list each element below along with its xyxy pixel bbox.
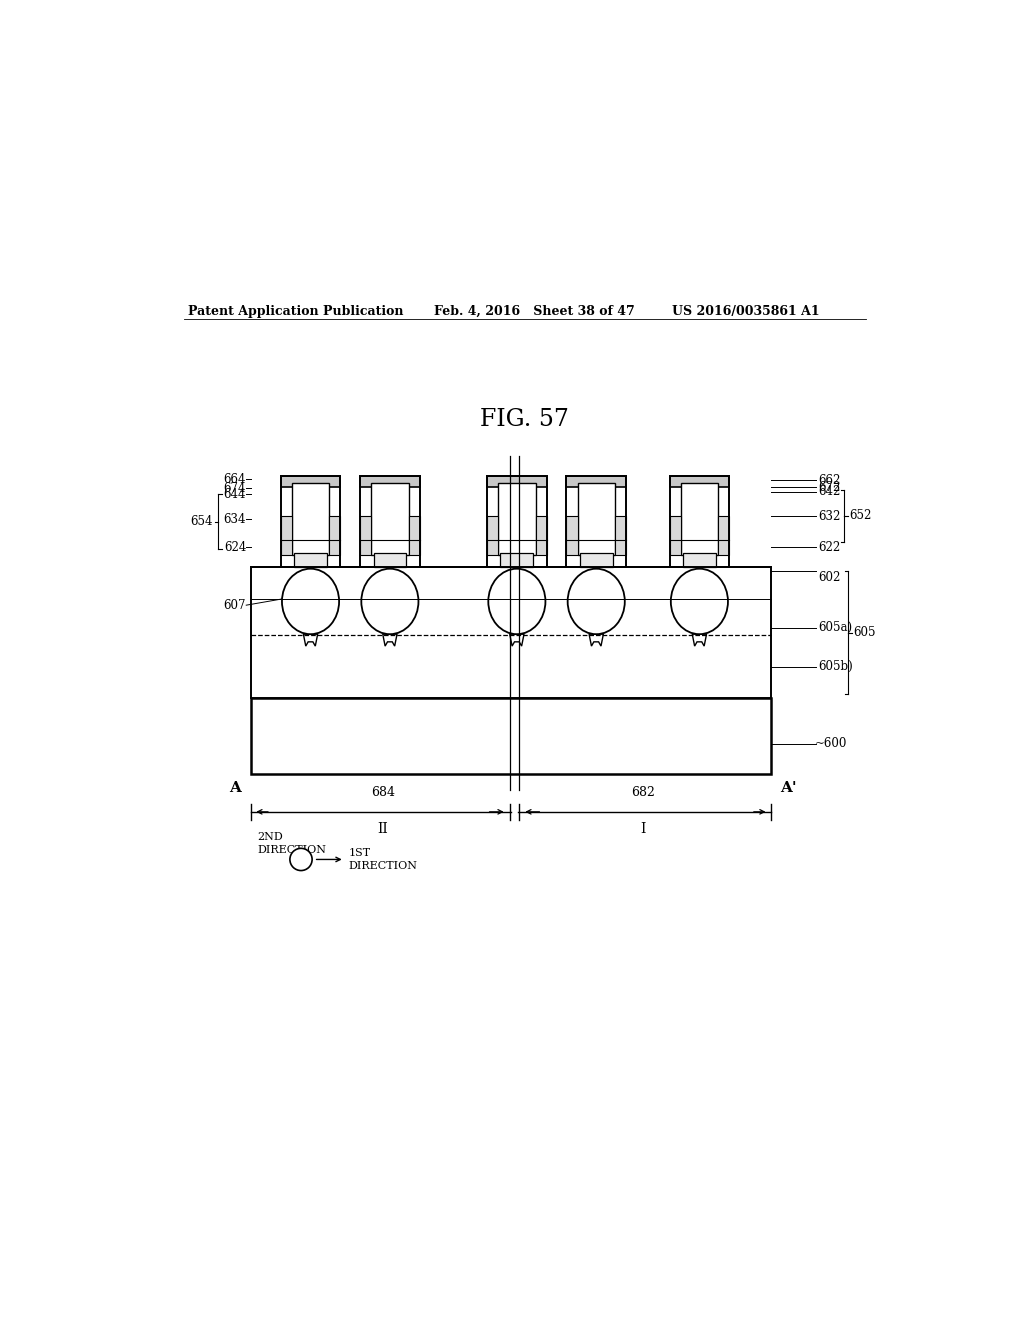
Bar bbox=[294, 553, 327, 568]
Text: 652: 652 bbox=[849, 510, 871, 523]
Text: DIRECTION: DIRECTION bbox=[257, 845, 327, 855]
Text: 605: 605 bbox=[853, 627, 876, 639]
Bar bbox=[578, 483, 614, 554]
Bar bbox=[487, 516, 499, 554]
Polygon shape bbox=[692, 634, 707, 645]
Text: Feb. 4, 2016   Sheet 38 of 47: Feb. 4, 2016 Sheet 38 of 47 bbox=[433, 305, 634, 318]
Text: 624: 624 bbox=[224, 541, 246, 554]
Bar bbox=[683, 553, 716, 568]
Text: 607: 607 bbox=[224, 599, 246, 611]
Bar bbox=[281, 477, 340, 487]
Text: 682: 682 bbox=[631, 787, 654, 799]
Bar bbox=[360, 477, 420, 568]
Text: 684: 684 bbox=[371, 787, 394, 799]
Text: 634: 634 bbox=[224, 512, 246, 525]
Text: US 2016/0035861 A1: US 2016/0035861 A1 bbox=[672, 305, 819, 318]
Text: 622: 622 bbox=[818, 541, 841, 554]
Ellipse shape bbox=[671, 569, 728, 634]
Bar bbox=[501, 553, 534, 568]
Bar bbox=[409, 516, 420, 554]
Text: DIRECTION: DIRECTION bbox=[348, 861, 418, 871]
Bar bbox=[281, 516, 292, 554]
Bar bbox=[499, 483, 536, 554]
Bar bbox=[329, 516, 340, 554]
Polygon shape bbox=[303, 634, 317, 645]
Text: I: I bbox=[640, 822, 645, 837]
Bar bbox=[251, 698, 771, 774]
Bar bbox=[292, 483, 329, 554]
Text: FIG. 57: FIG. 57 bbox=[480, 408, 569, 430]
Text: ~600: ~600 bbox=[814, 737, 847, 750]
Bar bbox=[487, 477, 547, 487]
Bar bbox=[670, 516, 681, 554]
Bar bbox=[566, 516, 578, 554]
Bar bbox=[566, 477, 626, 568]
Text: 605a): 605a) bbox=[818, 620, 853, 634]
Bar bbox=[681, 483, 718, 554]
Ellipse shape bbox=[282, 569, 339, 634]
Text: 642: 642 bbox=[818, 486, 841, 498]
Circle shape bbox=[290, 849, 312, 871]
Bar bbox=[360, 477, 420, 487]
Polygon shape bbox=[510, 634, 524, 645]
Polygon shape bbox=[383, 634, 397, 645]
Text: 672: 672 bbox=[818, 480, 841, 494]
Bar bbox=[566, 477, 626, 487]
Bar bbox=[281, 477, 340, 568]
Text: 674: 674 bbox=[224, 482, 246, 495]
Text: II: II bbox=[378, 822, 388, 837]
Ellipse shape bbox=[361, 569, 419, 634]
Text: 2ND: 2ND bbox=[257, 832, 283, 842]
Text: 632: 632 bbox=[818, 510, 841, 523]
Bar bbox=[718, 516, 729, 554]
Bar bbox=[670, 477, 729, 487]
Text: 1ST: 1ST bbox=[348, 847, 371, 858]
Bar bbox=[374, 553, 407, 568]
Ellipse shape bbox=[488, 569, 546, 634]
Ellipse shape bbox=[567, 569, 625, 634]
Bar bbox=[670, 477, 729, 568]
Bar bbox=[580, 553, 612, 568]
Bar bbox=[360, 516, 372, 554]
Bar bbox=[251, 568, 771, 698]
Text: 664: 664 bbox=[224, 473, 246, 486]
Bar bbox=[614, 516, 626, 554]
Bar bbox=[536, 516, 547, 554]
Text: 602: 602 bbox=[818, 570, 841, 583]
Text: 644: 644 bbox=[224, 488, 246, 500]
Bar bbox=[372, 483, 409, 554]
Text: A: A bbox=[229, 781, 242, 795]
Text: A': A' bbox=[780, 781, 797, 795]
Text: Patent Application Publication: Patent Application Publication bbox=[187, 305, 403, 318]
Text: 654: 654 bbox=[190, 515, 213, 528]
Text: 605b): 605b) bbox=[818, 660, 853, 673]
Bar bbox=[487, 477, 547, 568]
Text: 662: 662 bbox=[818, 474, 841, 487]
Polygon shape bbox=[589, 634, 603, 645]
